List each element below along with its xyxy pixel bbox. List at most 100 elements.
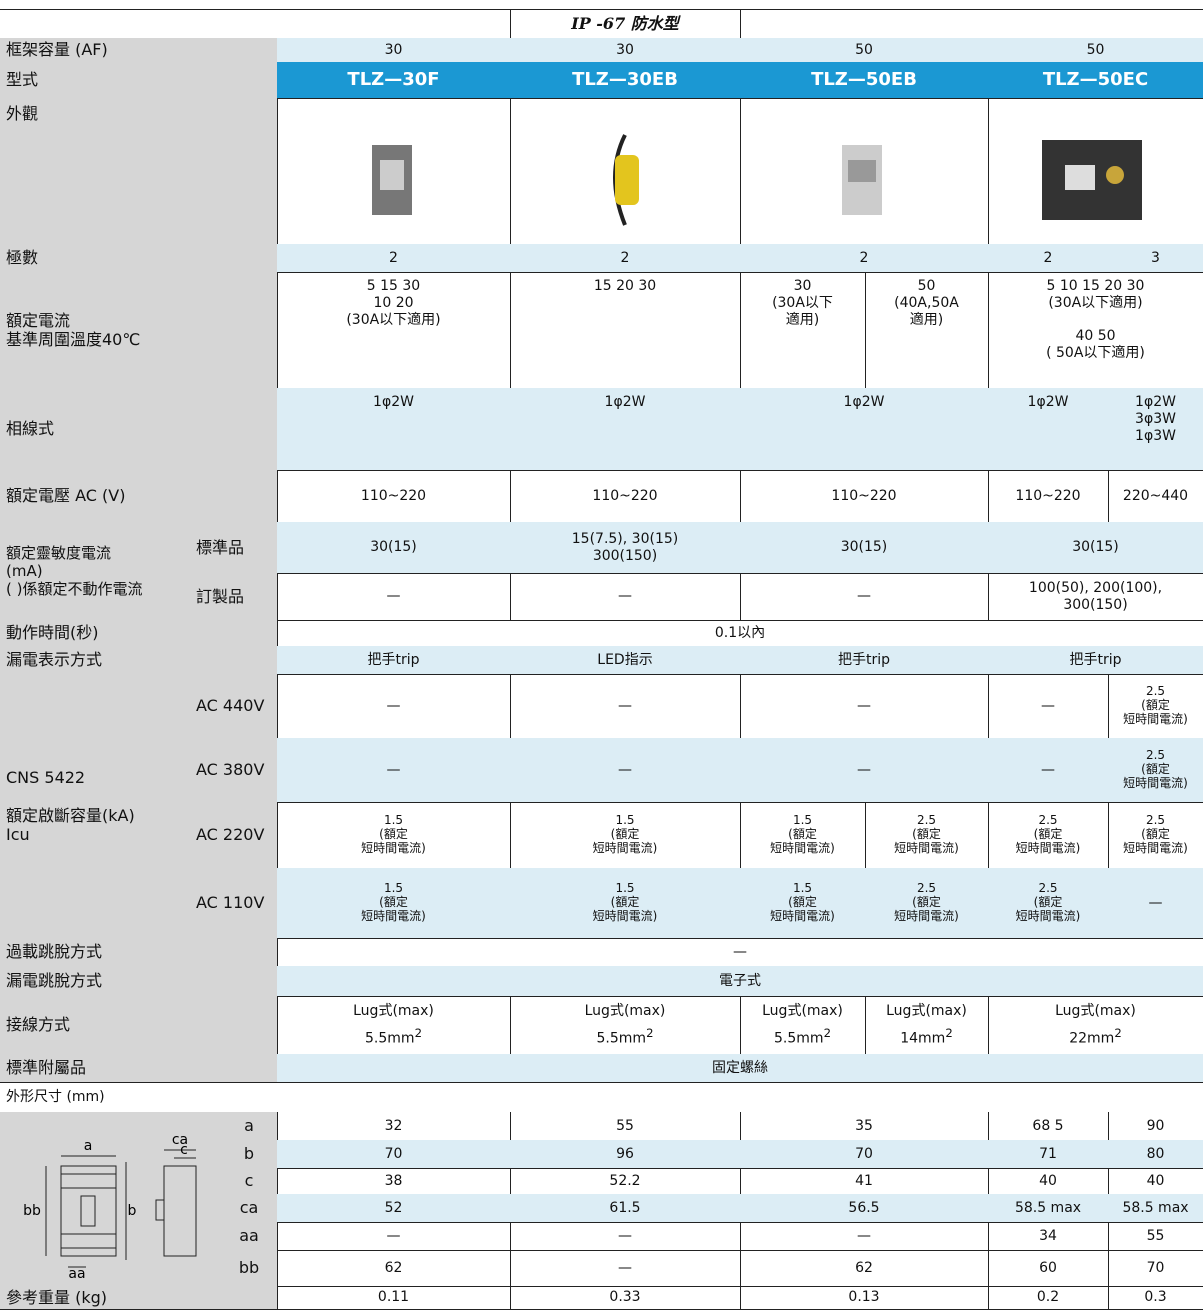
diagram-label: b [128, 1203, 137, 1219]
row-label: 參考重量 (kg) [0, 1286, 278, 1310]
photo-30f [372, 145, 412, 215]
header-blank [740, 10, 1203, 39]
value-cell: 1.5 (額定 短時間電流) [277, 868, 511, 939]
value-cell: 2.5 (額定 短時間電流) [865, 802, 989, 869]
value-cell: 5 15 30 10 20 (30A以下適用) [277, 272, 511, 389]
value-cell: — [277, 674, 511, 739]
value-cell: 2.5 (額定 短時間電流) [865, 868, 989, 939]
superscript: 2 [945, 1025, 953, 1040]
value-cell: — [277, 1222, 511, 1251]
row-label: 接線方式 [0, 996, 278, 1055]
value-cell: 52.2 [510, 1168, 741, 1195]
value-cell: 80 [1108, 1140, 1203, 1169]
value-cell: 1.5 (額定 短時間電流) [510, 802, 741, 869]
sub-label: AC 440V [190, 674, 278, 739]
value-cell: 62 [277, 1250, 511, 1287]
wire-size: 14mm [900, 1030, 946, 1047]
value-cell: 1.5 (額定 短時間電流) [510, 868, 741, 939]
value-cell: 30(15) [277, 522, 511, 574]
sub-label: a [215, 1112, 278, 1141]
value-cell: 2.5 (額定 短時間電流) [988, 802, 1109, 869]
row-label: 額定電壓 AC (V) [0, 470, 278, 523]
value-cell: 32 [277, 1112, 511, 1141]
diagram-label: bb [23, 1203, 41, 1219]
value-cell: 1.5 (額定 短時間電流) [740, 868, 866, 939]
value-cell: — [740, 1222, 989, 1251]
photo-cell [740, 98, 989, 245]
value-cell: 40 [988, 1168, 1109, 1195]
value-cell: — [988, 738, 1109, 803]
value-cell: 固定螺絲 [277, 1054, 1203, 1083]
wire-size: 5.5mm [596, 1030, 647, 1047]
value-cell: — [510, 738, 741, 803]
wiring-line: 5.5mm2 [774, 1026, 831, 1047]
row-label: 極數 [0, 244, 278, 273]
top-border [0, 9, 1203, 10]
sub-label: AC 110V [190, 868, 278, 939]
wire-size: 5.5mm [365, 1030, 415, 1047]
value-cell: 30 (30A以下 適用) [740, 272, 866, 389]
photo-30eb [613, 134, 639, 226]
dimension-diagram: a ca c bb b aa [0, 1112, 216, 1287]
value-cell: 70 [740, 1140, 989, 1169]
value-cell: 1φ2W 3φ3W 1φ3W [1108, 388, 1203, 471]
value-cell: 55 [510, 1112, 741, 1141]
value-cell: 把手trip [988, 646, 1203, 675]
value-cell: 50 [988, 38, 1203, 63]
value-cell: 60 [988, 1250, 1109, 1287]
value-cell: 把手trip [740, 646, 989, 675]
value-cell: 55 [1108, 1222, 1203, 1251]
value-cell: 0.33 [510, 1286, 741, 1310]
value-cell: LED指示 [510, 646, 741, 675]
value-cell: — [510, 573, 741, 621]
row-label: 漏電表示方式 [0, 646, 278, 675]
row-label: 框架容量 (AF) [0, 38, 278, 63]
wiring-cell: Lug式(max) 14mm2 [865, 996, 989, 1055]
series-header: IP -67 防水型 [510, 10, 741, 39]
superscript: 2 [1114, 1025, 1122, 1040]
value-cell: 58.5 max [988, 1194, 1109, 1223]
value-cell: 110~220 [510, 470, 741, 523]
sub-label: c [215, 1168, 278, 1195]
value-cell: — [510, 1222, 741, 1251]
value-cell: 2 [740, 244, 989, 273]
value-cell: 62 [740, 1250, 989, 1287]
value-cell: — [277, 573, 511, 621]
value-cell: 0.3 [1108, 1286, 1203, 1310]
diagram-label: c [180, 1142, 188, 1158]
value-cell: 30(15) [740, 522, 989, 574]
value-cell: 5 10 15 20 30 (30A以下適用) 40 50 ( 50A以下適用) [988, 272, 1203, 389]
row-label: 過載跳脫方式 [0, 938, 278, 967]
photo-cell [988, 98, 1203, 245]
superscript: 2 [823, 1025, 831, 1040]
value-cell: 50 (40A,50A 適用) [865, 272, 989, 389]
wiring-line: Lug式(max) [1055, 1003, 1136, 1020]
value-cell: 把手trip [277, 646, 511, 675]
value-cell: 1φ2W [277, 388, 511, 471]
header-blank [0, 10, 511, 39]
value-cell: 50 [740, 38, 989, 63]
value-cell: 58.5 max [1108, 1194, 1203, 1223]
section-title: 外形尺寸 (mm) [6, 1089, 105, 1106]
value-cell: 2 [510, 244, 741, 273]
value-cell: 1φ2W [740, 388, 989, 471]
wire-size: 22mm [1069, 1030, 1115, 1047]
wiring-line: 22mm2 [1069, 1026, 1122, 1047]
row-label: 相線式 [0, 388, 278, 471]
wire-size: 5.5mm [774, 1030, 824, 1047]
lug-type: Lug式(max) [584, 1002, 666, 1019]
row-label: 型式 [0, 62, 278, 99]
value-cell: 0.13 [740, 1286, 989, 1310]
value-cell: 56.5 [740, 1194, 989, 1223]
value-cell: — [740, 738, 989, 803]
value-cell: 1.5 (額定 短時間電流) [740, 802, 866, 869]
superscript: 2 [414, 1025, 422, 1040]
value-cell: 1φ2W [510, 388, 741, 471]
value-cell: 96 [510, 1140, 741, 1169]
value-cell: 30 [277, 38, 511, 63]
value-cell: 2.5 (額定 短時間電流) [1108, 674, 1203, 739]
value-cell: 0.1以內 [277, 620, 1203, 647]
lug-type: Lug式(max) [353, 1002, 434, 1019]
